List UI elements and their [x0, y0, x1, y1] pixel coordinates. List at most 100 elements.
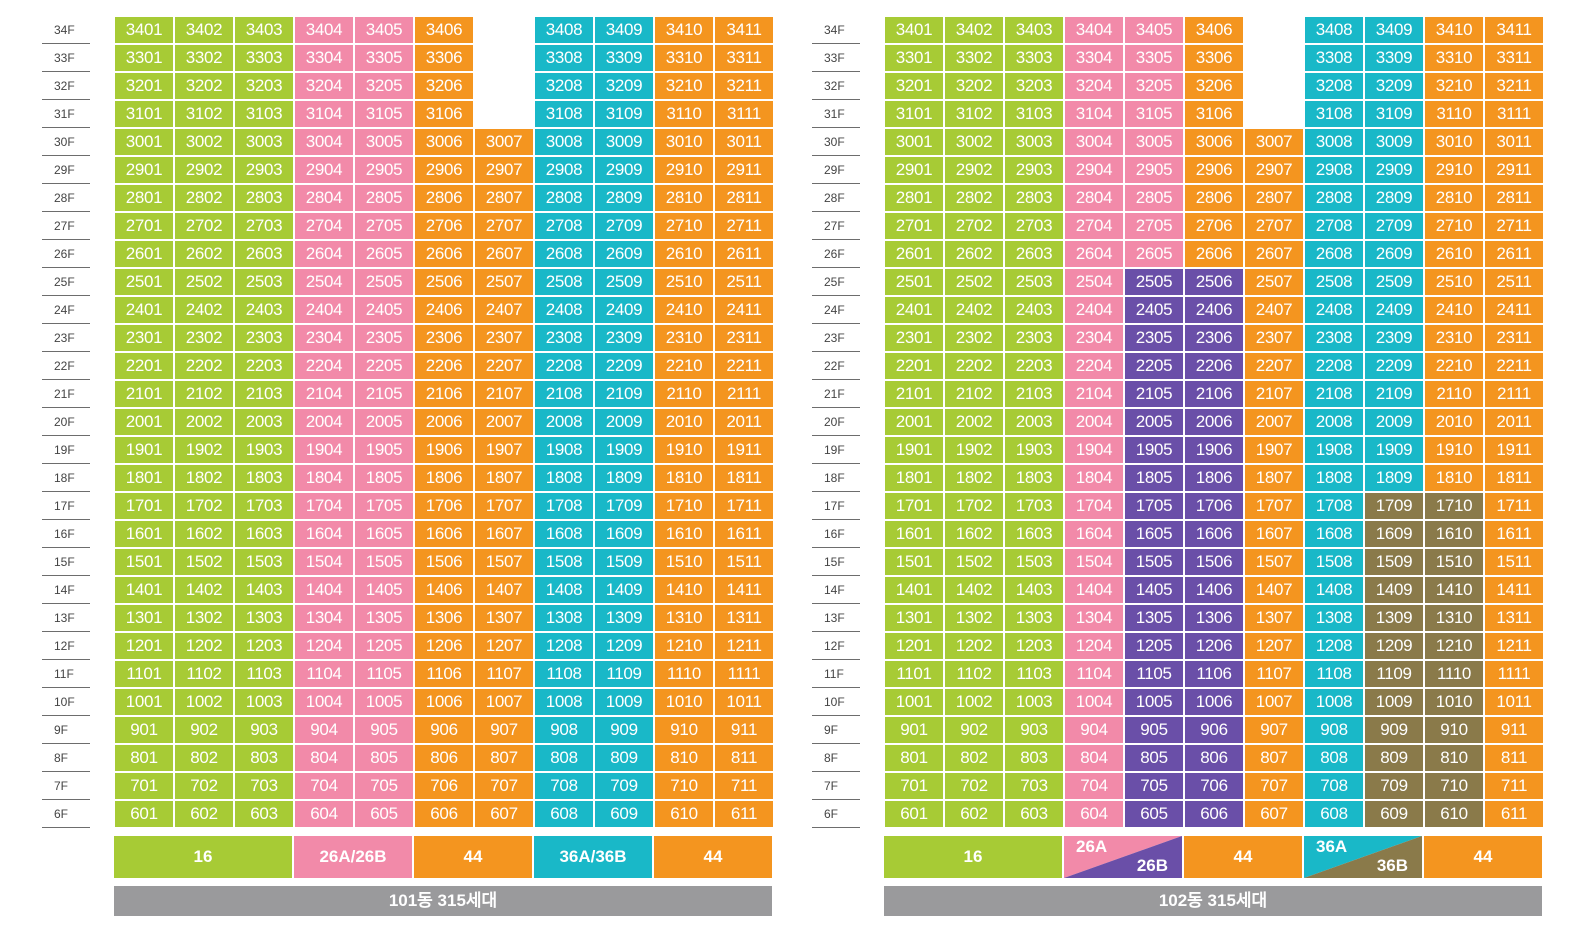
unit-cell: 1302 — [174, 604, 234, 632]
unit-cell: 910 — [654, 716, 714, 744]
unit-cell: 1402 — [944, 576, 1004, 604]
unit-cell: 1711 — [714, 492, 774, 520]
unit-cell: 706 — [1184, 772, 1244, 800]
unit-cell: 2104 — [294, 380, 354, 408]
unit-cell: 3005 — [354, 128, 414, 156]
unit-cell: 1401 — [884, 576, 944, 604]
unit-cell: 1204 — [1064, 632, 1124, 660]
unit-cell: 2511 — [1484, 268, 1544, 296]
unit-cell: 2809 — [594, 184, 654, 212]
floor-label: 25F — [812, 268, 860, 296]
unit-cell: 1807 — [474, 464, 534, 492]
unit-cell: 2208 — [534, 352, 594, 380]
unit-cell: 1811 — [714, 464, 774, 492]
unit-cell: 2011 — [714, 408, 774, 436]
floor-label: 20F — [42, 408, 90, 436]
unit-cell: 801 — [884, 744, 944, 772]
unit-cell: 1605 — [354, 520, 414, 548]
unit-cell: 2408 — [534, 296, 594, 324]
unit-cell: 2607 — [474, 240, 534, 268]
unit-cell: 2810 — [1424, 184, 1484, 212]
unit-cell: 1805 — [354, 464, 414, 492]
unit-cell: 2009 — [594, 408, 654, 436]
unit-cell: 2602 — [944, 240, 1004, 268]
unit-cell: 1011 — [1484, 688, 1544, 716]
unit-cell: 805 — [354, 744, 414, 772]
unit-cell: 2101 — [114, 380, 174, 408]
unit-cell: 1802 — [944, 464, 1004, 492]
unit-cell: 1808 — [1304, 464, 1364, 492]
unit-cell: 1910 — [1424, 436, 1484, 464]
unit-cell: 705 — [354, 772, 414, 800]
unit-cell: 1503 — [234, 548, 294, 576]
unit-cell: 2711 — [714, 212, 774, 240]
unit-cell: 1709 — [594, 492, 654, 520]
unit-cell: 1306 — [414, 604, 474, 632]
unit-cell: 3204 — [1064, 72, 1124, 100]
unit-cell: 2304 — [294, 324, 354, 352]
floor-label: 20F — [812, 408, 860, 436]
unit-cell: 1410 — [654, 576, 714, 604]
unit-cell: 3004 — [294, 128, 354, 156]
unit-cell: 2507 — [474, 268, 534, 296]
unit-cell: 1603 — [1004, 520, 1064, 548]
unit-cell: 1809 — [594, 464, 654, 492]
floor-label: 10F — [42, 688, 90, 716]
unit-cell: 2505 — [1124, 268, 1184, 296]
unit-cell: 1106 — [414, 660, 474, 688]
unit-cell: 3304 — [294, 44, 354, 72]
unit-cell: 2910 — [654, 156, 714, 184]
unit-cell: 2005 — [354, 408, 414, 436]
unit-cell: 711 — [1484, 772, 1544, 800]
unit-cell: 1609 — [594, 520, 654, 548]
unit-cell: 1307 — [1244, 604, 1304, 632]
type-split-swatch — [1304, 836, 1422, 878]
unit-cell: 3206 — [414, 72, 474, 100]
unit-cell: 1507 — [474, 548, 534, 576]
unit-cell: 3306 — [1184, 44, 1244, 72]
unit-cell: 3205 — [354, 72, 414, 100]
unit-cell: 1611 — [714, 520, 774, 548]
unit-cell: 3104 — [294, 100, 354, 128]
unit-cell: 2101 — [884, 380, 944, 408]
unit-cell: 3209 — [594, 72, 654, 100]
floor-label: 7F — [42, 772, 90, 800]
unit-cell: 806 — [414, 744, 474, 772]
unit-cell: 2702 — [174, 212, 234, 240]
unit-cell: 2601 — [114, 240, 174, 268]
unit-cell: 1206 — [1184, 632, 1244, 660]
unit-cell: 1506 — [414, 548, 474, 576]
unit-cell: 1505 — [1124, 548, 1184, 576]
unit-cell: 2405 — [354, 296, 414, 324]
unit-cell: 2202 — [174, 352, 234, 380]
unit-cell: 2107 — [1244, 380, 1304, 408]
unit-cell: 2305 — [354, 324, 414, 352]
unit-cell: 1907 — [474, 436, 534, 464]
unit-cell: 1008 — [1304, 688, 1364, 716]
unit-cell: 1301 — [884, 604, 944, 632]
unit-cell: 1707 — [1244, 492, 1304, 520]
unit-cell: 3106 — [1184, 100, 1244, 128]
unit-cell: 2206 — [1184, 352, 1244, 380]
unit-cell: 3203 — [234, 72, 294, 100]
unit-cell: 3010 — [654, 128, 714, 156]
unit-cell: 1511 — [1484, 548, 1544, 576]
unit-cell: 1010 — [654, 688, 714, 716]
unit-cell: 1208 — [534, 632, 594, 660]
unit-cell: 2502 — [174, 268, 234, 296]
unit-cell: 2103 — [234, 380, 294, 408]
type-split-swatch — [1064, 836, 1182, 878]
unit-cell: 1704 — [294, 492, 354, 520]
unit-cell: 1508 — [534, 548, 594, 576]
unit-cell: 1909 — [594, 436, 654, 464]
unit-cell: 1403 — [1004, 576, 1064, 604]
unit-cell: 2709 — [594, 212, 654, 240]
unit-cell: 3401 — [114, 16, 174, 44]
unit-cell: 1101 — [884, 660, 944, 688]
unit-cell: 710 — [1424, 772, 1484, 800]
unit-cell: 2502 — [944, 268, 1004, 296]
unit-cell: 808 — [534, 744, 594, 772]
unit-cell: 2303 — [234, 324, 294, 352]
unit-cell: 2108 — [534, 380, 594, 408]
unit-cell: 1008 — [534, 688, 594, 716]
